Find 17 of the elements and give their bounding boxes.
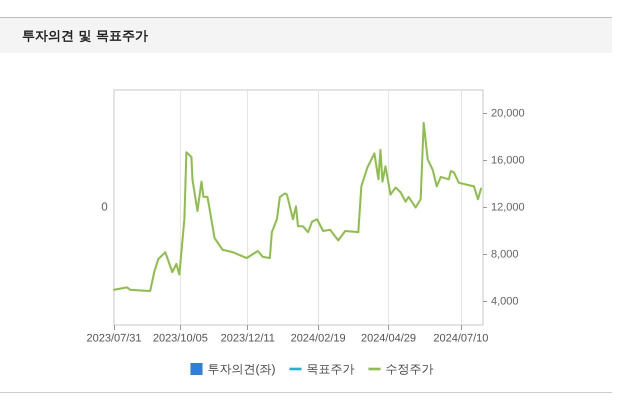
x-tick-label: 2023/07/31 xyxy=(86,332,142,344)
y2-tick-label: 12,000 xyxy=(491,202,525,214)
x-tick-label: 2023/12/11 xyxy=(220,332,275,344)
x-tick-label: 2024/07/10 xyxy=(433,332,488,344)
legend-label: 수정주가 xyxy=(385,362,434,376)
line-series xyxy=(113,122,482,292)
y2-tick-label: 8,000 xyxy=(491,248,519,260)
y2-tick-label: 20,000 xyxy=(491,108,525,120)
x-tick-label: 2023/10/05 xyxy=(152,332,208,344)
legend-label: 투자의견(좌) xyxy=(208,362,276,376)
text: 0 xyxy=(101,200,108,214)
x-tick-label: 2024/04/29 xyxy=(360,332,416,344)
y2-tick-label: 16,000 xyxy=(491,154,525,166)
legend-label: 목표주가 xyxy=(306,362,354,376)
chart-title: 투자의견 및 목표주가 xyxy=(22,28,148,45)
x-tick-label: 2024/02/19 xyxy=(290,332,346,344)
y2-tick-label: 4,000 xyxy=(491,296,519,308)
